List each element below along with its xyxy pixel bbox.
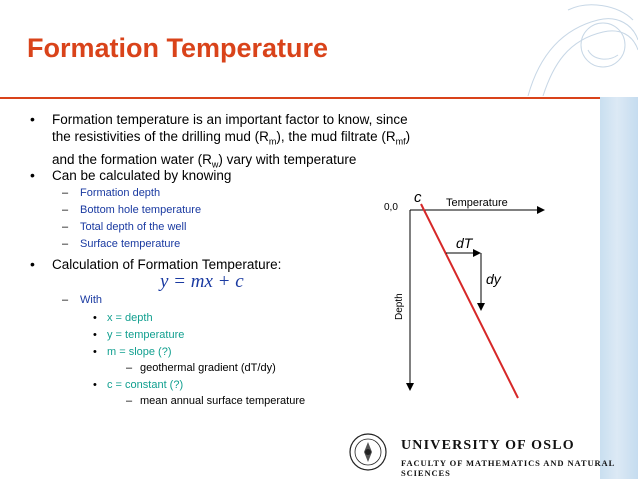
bullet-line: and the formation water (Rw) vary with t… <box>52 151 357 170</box>
university-seal-logo <box>349 433 387 471</box>
equation: y = mx + c <box>160 271 244 292</box>
bullet-marker: • <box>30 111 35 127</box>
sub-item-total-depth: – Total depth of the well <box>62 221 187 233</box>
university-name: UNIVERSITY OF OSLO <box>401 438 575 453</box>
sub-sub-item-m: • m = slope (?) <box>93 346 172 358</box>
bullet-line: the resistivities of the drilling mud (R… <box>52 129 411 147</box>
header-banner <box>0 0 638 96</box>
y-axis-label: Depth <box>394 293 405 320</box>
bullet-can-be-calculated: Can be calculated by knowing <box>52 168 232 183</box>
sub-item-surface-temperature: – Surface temperature <box>62 238 181 250</box>
x-axis-label: Temperature <box>446 197 508 209</box>
note-geothermal-gradient: – geothermal gradient (dT/dy) <box>126 362 276 374</box>
bullet-marker: • <box>30 256 35 272</box>
dt-label: dT <box>456 235 474 251</box>
temperature-gradient-line <box>420 203 519 399</box>
sub-sub-item-x: • x = depth <box>93 312 153 324</box>
sub-sub-item-y: • y = temperature <box>93 329 185 341</box>
title-divider <box>0 97 600 99</box>
sub-item-with: – With <box>62 294 102 306</box>
intercept-label: c <box>414 189 422 206</box>
bullet-marker: • <box>30 167 35 183</box>
temperature-depth-diagram: 0,0 c Temperature Depth dT dy <box>384 189 545 399</box>
note-surface-temperature: – mean annual surface temperature <box>126 395 306 407</box>
sub-item-formation-depth: – Formation depth <box>62 187 161 199</box>
sub-item-bottom-hole-temperature: – Bottom hole temperature <box>62 204 202 216</box>
bullet-formation-temperature: Formation temperature is an important fa… <box>52 111 410 173</box>
sub-sub-item-c: • c = constant (?) <box>93 379 184 391</box>
bullet-calculation: Calculation of Formation Temperature: <box>52 257 282 272</box>
decorative-side-strip <box>600 97 638 479</box>
bullet-line: Formation temperature is an important fa… <box>52 112 408 127</box>
dy-label: dy <box>486 271 502 287</box>
origin-label: 0,0 <box>384 202 398 213</box>
faculty-name: FACULTY OF MATHEMATICS AND NATURAL SCIEN… <box>401 458 615 478</box>
page-title: Formation Temperature <box>27 33 329 63</box>
banner-statue-image <box>527 4 638 96</box>
